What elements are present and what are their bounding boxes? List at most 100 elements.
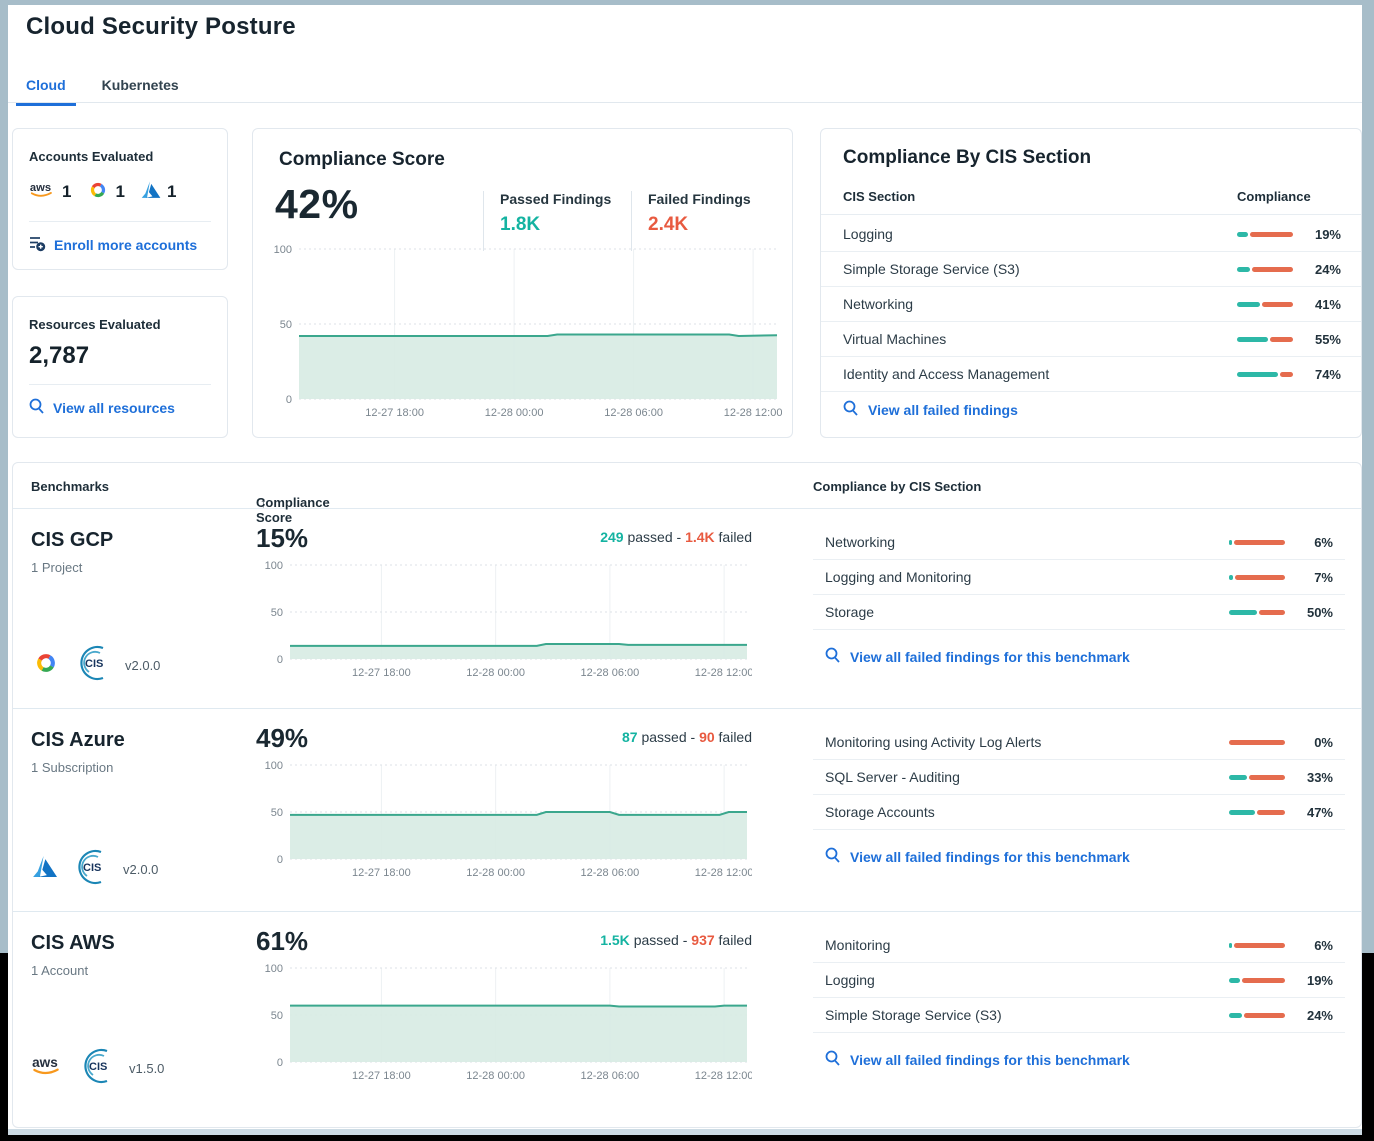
compliance-percent: 24% — [1306, 1007, 1333, 1023]
passed-count: 249 — [600, 529, 624, 545]
view-benchmark-failed-findings-link[interactable]: View all failed findings for this benchm… — [825, 1050, 1130, 1069]
benchmark-score: 61% — [256, 926, 309, 956]
cis-table-header: CIS Section Compliance — [821, 189, 1361, 215]
section-label: Identity and Access Management — [843, 366, 1050, 382]
table-row: Monitoring 6% — [813, 928, 1345, 963]
compliance-percent: 19% — [1314, 226, 1341, 242]
benchmark-row-cis-aws: CIS AWS 1 Account aws CIS v1.5.0 61% 1.5… — [13, 912, 1361, 1129]
tab-kubernetes[interactable]: Kubernetes — [92, 67, 189, 106]
azure-count: 1 — [166, 182, 177, 201]
benchmark-link-label: View all failed findings for this benchm… — [850, 648, 1130, 665]
tab-cloud-label: Cloud — [26, 77, 66, 93]
svg-text:aws: aws — [32, 1055, 58, 1070]
gcp-icon — [31, 650, 61, 681]
compliance-bar — [1237, 231, 1293, 237]
compliance-percent: 74% — [1314, 366, 1341, 382]
svg-text:12-28 00:00: 12-28 00:00 — [466, 667, 525, 679]
compliance-bar — [1237, 301, 1293, 307]
compliance-percent: 7% — [1314, 569, 1333, 585]
view-all-failed-findings-link[interactable]: View all failed findings — [843, 400, 1018, 419]
section-label: Logging and Monitoring — [825, 569, 972, 585]
compliance-percent: 6% — [1314, 937, 1333, 953]
svg-text:CIS: CIS — [83, 862, 101, 874]
resources-link-label: View all resources — [53, 399, 175, 416]
enroll-more-accounts-link[interactable]: Enroll more accounts — [29, 222, 211, 268]
table-row: Simple Storage Service (S3) 24% — [821, 252, 1361, 287]
benchmark-name: CIS GCP — [31, 529, 114, 551]
table-row: Simple Storage Service (S3) 24% — [813, 998, 1345, 1033]
svg-text:50: 50 — [271, 807, 283, 819]
benchmark-link-label: View all failed findings for this benchm… — [850, 848, 1130, 865]
compliance-bar — [1237, 336, 1293, 342]
svg-text:0: 0 — [286, 394, 292, 406]
section-label: Monitoring — [825, 937, 891, 953]
table-row: Storage 50% — [813, 595, 1345, 630]
enroll-link-label: Enroll more accounts — [54, 237, 198, 253]
table-row: Storage Accounts 47% — [813, 795, 1345, 830]
passed-failed-summary: 1.5K passed - 937 failed — [256, 932, 752, 948]
search-icon — [825, 1050, 841, 1069]
compliance-percent: 41% — [1314, 296, 1341, 312]
svg-text:12-28 00:00: 12-28 00:00 — [466, 867, 525, 879]
benchmark-score: 15% — [256, 523, 309, 553]
tab-divider — [8, 102, 1362, 103]
benchmarks-column-header: Benchmarks — [31, 479, 110, 494]
passed-suffix: passed - — [627, 529, 682, 545]
svg-text:12-28 00:00: 12-28 00:00 — [466, 1070, 525, 1082]
svg-text:100: 100 — [265, 760, 283, 772]
divider — [29, 384, 211, 385]
tab-cloud[interactable]: Cloud — [16, 67, 76, 106]
compliance-bar — [1237, 266, 1293, 272]
table-row: Logging and Monitoring 7% — [813, 560, 1345, 595]
failed-findings-block: Failed Findings 2.4K — [631, 191, 751, 251]
svg-text:12-28 12:00: 12-28 12:00 — [724, 407, 782, 419]
table-row: Logging 19% — [813, 963, 1345, 998]
provider-counts: aws 1 1 — [29, 177, 211, 207]
search-icon — [29, 398, 45, 417]
svg-text:12-28 12:00: 12-28 12:00 — [695, 667, 752, 679]
aws-icon: aws — [31, 1054, 65, 1083]
compliance-percent: 24% — [1314, 261, 1341, 277]
table-row: Monitoring using Activity Log Alerts 0% — [813, 725, 1345, 760]
benchmark-trend-chart[interactable]: 12-27 18:00 12-28 00:00 12-28 06:00 12-28 1… — [256, 559, 754, 681]
cis-section-column-header: CIS Section — [843, 189, 916, 204]
cis-section-column-header: Compliance by CIS Section — [813, 479, 982, 494]
compliance-bar — [1237, 371, 1293, 377]
compliance-bar — [1229, 942, 1285, 948]
compliance-bar — [1229, 774, 1285, 780]
benchmark-row-cis-azure: CIS Azure 1 Subscription CIS v2.0.0 — [13, 709, 1361, 912]
benchmark-trend-chart[interactable]: 12-27 18:00 12-28 00:00 12-28 06:00 12-28 1… — [256, 759, 754, 881]
score-header-label: Compliance Score — [256, 495, 330, 525]
svg-text:0: 0 — [277, 854, 283, 866]
sort-ascending-icon: ↑ — [260, 495, 267, 510]
section-label: SQL Server - Auditing — [825, 769, 960, 785]
failed-findings-link-label: View all failed findings — [868, 401, 1018, 418]
section-label: Monitoring using Activity Log Alerts — [825, 734, 1042, 750]
table-row: Networking 41% — [821, 287, 1361, 322]
compliance-bar — [1229, 809, 1285, 815]
view-all-resources-link[interactable]: View all resources — [29, 385, 211, 430]
azure-icon — [31, 854, 59, 885]
view-benchmark-failed-findings-link[interactable]: View all failed findings for this benchm… — [825, 647, 1130, 666]
aws-account-count: aws 1 — [29, 180, 72, 205]
failed-count: 937 — [691, 932, 715, 948]
benchmark-trend-chart[interactable]: 12-27 18:00 12-28 00:00 12-28 06:00 12-28 1… — [256, 962, 754, 1084]
passed-count: 1.5K — [600, 932, 630, 948]
compliance-column-header: Compliance — [1237, 189, 1311, 204]
app-window: Cloud Security Posture Cloud Kubernetes … — [8, 5, 1362, 1135]
benchmarks-table-header: Benchmarks Compliance Score ↑ Compliance … — [13, 463, 1361, 525]
cis-table-rows: Logging 19% Simple Storage Service (S3) … — [821, 217, 1361, 392]
svg-text:CIS: CIS — [85, 658, 103, 670]
compliance-bar — [1229, 574, 1285, 580]
svg-text:CIS: CIS — [89, 1061, 107, 1073]
page-title: Cloud Security Posture — [26, 13, 296, 40]
section-label: Simple Storage Service (S3) — [843, 261, 1020, 277]
benchmarks-table-card: Benchmarks Compliance Score ↑ Compliance … — [12, 462, 1362, 1128]
compliance-score-chart[interactable]: 12-27 18:00 12-28 00:00 12-28 06:00 12-28 1… — [265, 243, 783, 421]
accounts-evaluated-card: Accounts Evaluated aws 1 1 — [12, 128, 228, 270]
compliance-percent: 33% — [1306, 769, 1333, 785]
resources-evaluated-card: Resources Evaluated 2,787 View all resou… — [12, 296, 228, 438]
passed-suffix: passed - — [633, 932, 688, 948]
compliance-bar — [1229, 977, 1285, 983]
view-benchmark-failed-findings-link[interactable]: View all failed findings for this benchm… — [825, 847, 1130, 866]
